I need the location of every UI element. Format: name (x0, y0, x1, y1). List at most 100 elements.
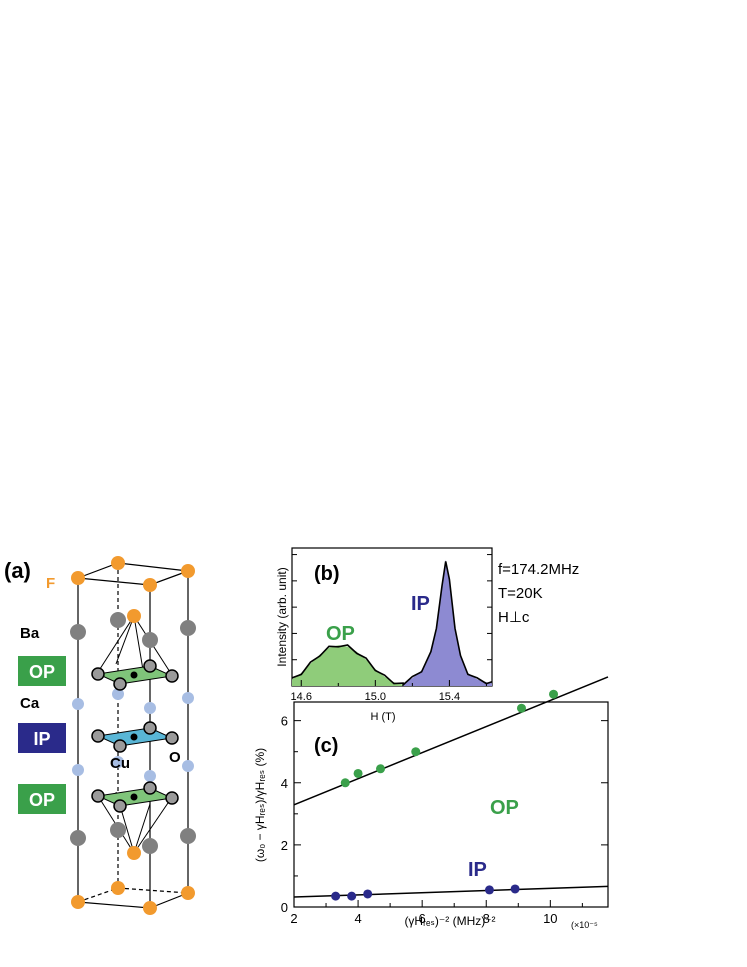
o-atom (143, 721, 157, 735)
panel-c-x-tick-label: 6 (419, 911, 426, 926)
ip-badge-text: IP (33, 729, 50, 749)
o-atom (113, 739, 127, 753)
panel-c-x-tick-label: 2 (290, 911, 297, 926)
panel-a-label: (a) (4, 558, 31, 583)
panel-c-y-tick-label: 6 (281, 714, 288, 729)
data-point-ip (347, 891, 357, 901)
o-atom (165, 791, 179, 805)
op-badge-lower: OP (18, 784, 66, 814)
panel-c-ip-label: IP (468, 859, 487, 881)
panel-c-x-multiplier: (×10⁻⁵ (571, 920, 598, 930)
calcium-atoms (72, 688, 194, 782)
copper-atoms (130, 671, 138, 801)
ca-atom (112, 688, 124, 700)
ba-atom (180, 828, 196, 844)
fluorine-atoms (71, 556, 195, 915)
o-atom (113, 799, 127, 813)
o-atom (91, 667, 105, 681)
f-atom (71, 895, 85, 909)
panel-c-y-tick-label: 4 (281, 776, 288, 791)
ca-atom (182, 760, 194, 772)
panel-c-label: (c) (314, 735, 338, 757)
spectrum-trace (291, 561, 493, 687)
cu-atom (130, 733, 138, 741)
panel-c-x-axis-title: (γHᵣₑₛ)⁻² (MHz)⁻² (404, 914, 495, 928)
ca-atom (182, 692, 194, 704)
ba-atom (110, 822, 126, 838)
ip-badge: IP (18, 723, 66, 753)
op-badge-upper-text: OP (29, 662, 55, 682)
data-point-op (376, 764, 386, 774)
f-atom (127, 846, 141, 860)
op-badge-lower-text: OP (29, 790, 55, 810)
panel-c-y-tick-label: 2 (281, 838, 288, 853)
ca-label: Ca (20, 695, 40, 712)
ba-label: Ba (20, 625, 40, 642)
panel-c-frame (293, 701, 609, 908)
f-label: F (46, 575, 55, 592)
panel-b-label: (b) (314, 563, 340, 585)
panel-c-x-tick-label: 4 (354, 911, 361, 926)
panel-b-axes: 14.6 15.0 15.4 (291, 554, 492, 703)
o-label: O (169, 749, 181, 766)
o-atom (165, 731, 179, 745)
condition-temperature: T=20K (498, 585, 543, 602)
cu-atom (130, 671, 138, 679)
f-atom (111, 881, 125, 895)
panel-c-x-tick-label: 10 (543, 911, 557, 926)
ba-atom (180, 620, 196, 636)
ca-atom (144, 702, 156, 714)
condition-frequency: f=174.2MHz (498, 561, 579, 578)
ba-atom (142, 632, 158, 648)
f-atom (111, 556, 125, 570)
o-atom (113, 677, 127, 691)
f-atom (143, 578, 157, 592)
cu-atom (130, 793, 138, 801)
panel-c-y-tick-label: 0 (281, 900, 288, 915)
ca-atom (72, 764, 84, 776)
data-point-ip (331, 891, 341, 901)
ba-atom (110, 612, 126, 628)
panel-c-op-label: OP (490, 797, 519, 819)
data-point-ip (484, 885, 494, 895)
oxygen-atoms (91, 659, 179, 813)
panel-c-y-axis-title: (ω₀ − γHᵣₑₛ)/γHᵣₑₛ (%) (253, 748, 267, 862)
panel-b-x-tick-label: 15.4 (439, 691, 460, 703)
panel-b-op-label: OP (326, 623, 355, 645)
f-atom (71, 571, 85, 585)
o-atom (91, 789, 105, 803)
op-badge-upper: OP (18, 656, 66, 686)
condition-field-direction: H⊥c (498, 609, 530, 626)
panel-b: 14.6 15.0 15.4 (b) OP IP H (T) Intensity (… (275, 547, 579, 723)
ba-atom (142, 838, 158, 854)
data-point-op (411, 747, 421, 757)
spectrum-fill-ip (403, 559, 492, 686)
panel-b-x-tick-label: 15.0 (365, 691, 386, 703)
ca-atom (144, 770, 156, 782)
data-point-ip (363, 889, 373, 899)
panel-b-y-axis-title: Intensity (arb. unit) (275, 567, 289, 666)
ba-atom (70, 624, 86, 640)
data-point-op (549, 689, 559, 699)
barium-atoms (70, 612, 196, 854)
ca-atom (112, 756, 124, 768)
panel-c-marks (293, 676, 609, 901)
panel-b-x-axis-title: H (T) (370, 711, 395, 723)
data-point-op (353, 768, 363, 778)
f-atom (181, 564, 195, 578)
o-atom (91, 729, 105, 743)
cu-label: Cu (110, 755, 130, 772)
panel-b-ip-label: IP (411, 593, 430, 615)
fit-line-ip (293, 885, 609, 898)
f-atom (181, 886, 195, 900)
o-atom (143, 659, 157, 673)
o-atom (143, 781, 157, 795)
data-point-op (340, 778, 350, 788)
panel-b-x-tick-label: 14.6 (291, 691, 312, 703)
f-atom (143, 901, 157, 915)
data-point-ip (510, 884, 520, 894)
panel-a: (a) (4, 556, 196, 915)
